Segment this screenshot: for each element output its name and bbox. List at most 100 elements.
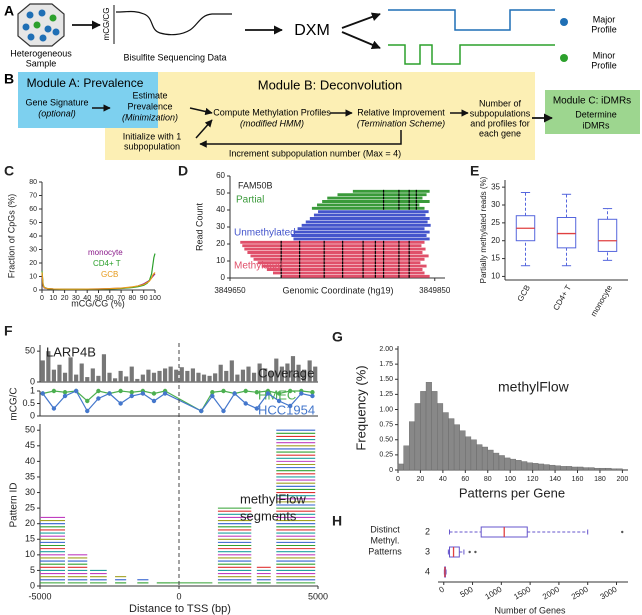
coverage-bar: [112, 378, 118, 382]
coverage-bar: [307, 360, 312, 382]
y-tick-label: 50: [25, 346, 35, 356]
y-label: Distinct: [370, 524, 400, 534]
hist-bar: [431, 391, 438, 471]
hist-bar: [470, 439, 477, 471]
y-label: Methyl.: [370, 535, 399, 545]
group-label: Partial: [236, 195, 264, 206]
y-label: mCG/C: [9, 387, 20, 420]
x-tick-label: 1000: [483, 584, 503, 601]
y-tick-label: 10: [491, 272, 500, 281]
box: [556, 217, 577, 249]
coverage-bar: [251, 372, 257, 382]
hist-bar: [605, 467, 612, 471]
step-text: (modified HMM): [240, 118, 304, 128]
hist-bar: [437, 403, 444, 471]
hist-bar: [476, 444, 483, 471]
hist-bar: [409, 421, 416, 471]
legend-label: HMEC: [258, 387, 296, 402]
signal-curve: [115, 10, 232, 36]
y-tick-label: 0.75: [379, 421, 393, 428]
x-tick-label: 160: [572, 476, 584, 483]
coverage-bar: [218, 364, 223, 382]
panel-label: D: [178, 163, 188, 179]
coverage-bar: [157, 370, 162, 382]
title: FAM50B: [238, 180, 273, 190]
y-tick-label: 0.25: [379, 452, 393, 459]
point: [276, 398, 282, 404]
y-tick-label: 0.5: [22, 398, 35, 408]
coverage-bar: [240, 369, 246, 382]
coverage-bar: [168, 366, 173, 382]
coverage-bar: [96, 375, 101, 382]
step-text: (Termination Scheme): [357, 118, 445, 128]
point: [299, 391, 304, 396]
y-tick-label: 30: [25, 487, 35, 497]
y-tick-label: 20: [29, 260, 37, 267]
y-tick-label: 35: [25, 471, 35, 481]
y-tick-label: 20: [491, 236, 500, 245]
point: [62, 393, 68, 399]
coverage-bar: [46, 351, 51, 382]
box: [597, 218, 618, 252]
module-a-box: [18, 72, 158, 128]
hist-bar: [487, 449, 494, 471]
point: [243, 401, 248, 406]
point: [265, 391, 271, 396]
hist-bar: [577, 466, 584, 471]
point: [221, 388, 226, 394]
x-tick-label: 20: [417, 476, 425, 483]
major-profile: [388, 9, 555, 31]
x-tick-label: 2500: [570, 584, 590, 601]
x-tick-label: 3000: [599, 584, 619, 601]
hist-bar: [526, 462, 533, 471]
x-tick-label: 100: [149, 295, 161, 302]
category-label: 3: [425, 546, 430, 556]
coverage-bar: [135, 378, 140, 382]
hist-bar: [566, 466, 573, 471]
loop-arrow: [199, 130, 402, 148]
coverage-bar: [140, 374, 145, 382]
y-tick-label: 60: [29, 206, 37, 213]
cells: [22, 9, 60, 42]
arrow: [195, 119, 213, 139]
category-label: 4: [425, 566, 430, 576]
group-label: Unmethylated: [234, 228, 296, 239]
y-tick-label: 5: [30, 565, 35, 575]
x-tick-label: 50: [95, 295, 103, 302]
point: [85, 408, 90, 414]
y-tick-label: 60: [216, 171, 225, 180]
coverage-bar: [107, 372, 112, 382]
y-tick-label: 0: [33, 287, 37, 294]
x-tick-label: 90: [140, 295, 148, 302]
point: [151, 391, 157, 396]
x-tick-label: 60: [461, 476, 469, 483]
point: [288, 403, 293, 409]
x-tick-label: 80: [129, 295, 137, 302]
y-tick-label: 80: [29, 179, 37, 186]
x-tick-label: 100: [504, 476, 516, 483]
legend-label: HCC1954: [258, 402, 315, 417]
step-text: iDMRs: [583, 120, 610, 130]
point: [232, 391, 237, 396]
label: methylFlow: [240, 491, 306, 506]
axis-label: mCG/CG: [102, 8, 111, 41]
point: [85, 398, 90, 404]
data-label: Bisulfite Sequencing Data: [123, 52, 226, 62]
point: [118, 388, 123, 394]
coverage-bar: [235, 374, 240, 382]
hist-bar: [397, 463, 404, 471]
coverage-bar: [257, 363, 262, 382]
step-text: Compute Methylation Profiles: [213, 107, 331, 117]
hist-bar: [420, 391, 427, 471]
hist-bar: [560, 466, 567, 471]
arrow: [341, 12, 381, 29]
x-tick-label: -5000: [28, 591, 51, 601]
y-tick-label: 0: [389, 467, 393, 474]
hist-bar: [521, 461, 528, 471]
hist-bar: [481, 446, 488, 471]
coverage-bar: [101, 354, 107, 382]
step-text: Determine: [575, 109, 617, 119]
x-tick-label: 3849850: [419, 286, 451, 295]
step-text: subpopulations: [470, 108, 531, 118]
